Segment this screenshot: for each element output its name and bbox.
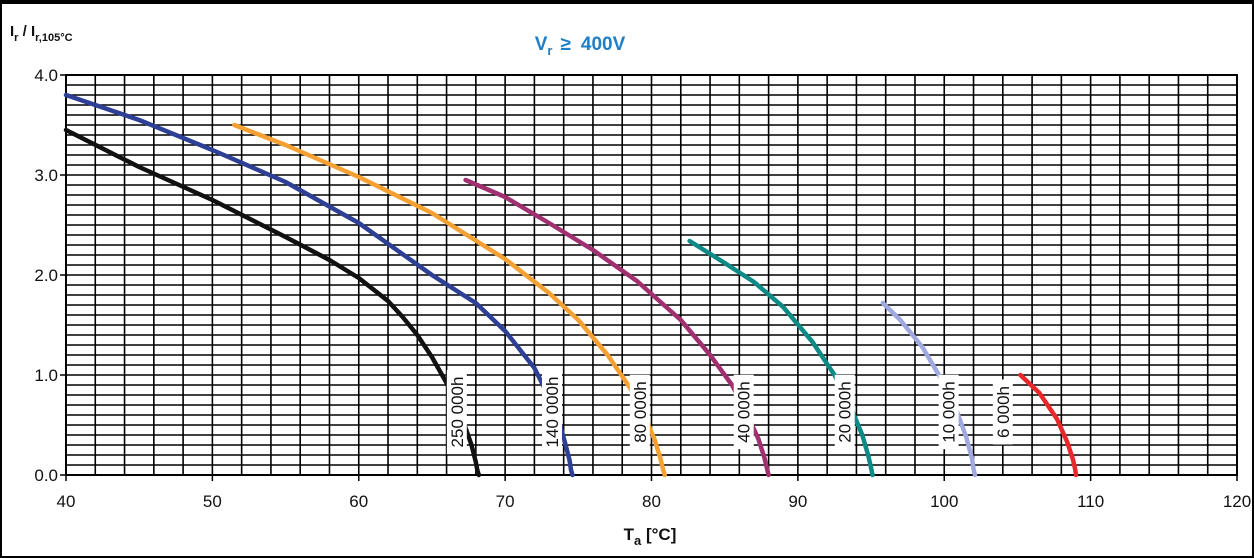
- x-tick-label: 90: [788, 492, 807, 511]
- chart-title: Vr ≥400V: [535, 34, 626, 58]
- series-line-40000h: [463, 177, 771, 478]
- series-label-background: [629, 374, 650, 450]
- grid: [65, 74, 1238, 476]
- series-label-20000h: 20 000h: [836, 381, 855, 442]
- series-label-background: [733, 374, 754, 450]
- series-label-background: [938, 374, 959, 450]
- series-label-40000h: 40 000h: [735, 381, 754, 442]
- y-tick-label: 1.0: [34, 366, 58, 385]
- x-tick-label: 80: [642, 492, 661, 511]
- x-tick-label: 70: [496, 492, 515, 511]
- series-label-250000h: 250 000h: [448, 377, 467, 448]
- series-label-6000h: 6 000h: [994, 386, 1013, 438]
- y-tick-label: 4.0: [34, 66, 58, 85]
- x-tick-label: 120: [1223, 492, 1251, 511]
- series-line-80000h: [232, 122, 667, 478]
- series-line-140000h: [63, 92, 575, 478]
- x-axis-label: Ta [°C]: [624, 525, 677, 548]
- x-tick-label: 40: [57, 492, 76, 511]
- x-tick-label: 100: [930, 492, 958, 511]
- series-line-20000h: [687, 238, 875, 478]
- x-tick-label: 50: [203, 492, 222, 511]
- series-label-background: [992, 379, 1013, 445]
- y-tick-label: 0.0: [34, 466, 58, 485]
- y-tick-label: 3.0: [34, 166, 58, 185]
- axes: [60, 74, 1238, 481]
- series-line-10000h: [880, 300, 978, 478]
- series-label-background: [834, 374, 855, 450]
- series-label-80000h: 80 000h: [631, 381, 650, 442]
- series-line-6000h: [1018, 372, 1079, 478]
- y-tick-label: 2.0: [34, 266, 58, 285]
- series-label-background: [446, 370, 467, 454]
- tick-labels: 40 50 60 70 80 90 100 110 120 0.0 1.0 2.0 3.0 4.0: [34, 66, 1251, 511]
- series-layer: 250 000h 140 000h 80 000h 40 000h 20 000h 10 …: [63, 92, 1079, 478]
- series-label-background: [541, 370, 562, 454]
- x-tick-label: 60: [349, 492, 368, 511]
- series-label-10000h: 10 000h: [940, 381, 959, 442]
- y-axis-label: Ir / Ir,105°C: [10, 23, 73, 44]
- series-line-250000h: [63, 127, 482, 478]
- x-tick-label: 110: [1077, 492, 1104, 511]
- series-label-140000h: 140 000h: [543, 377, 562, 448]
